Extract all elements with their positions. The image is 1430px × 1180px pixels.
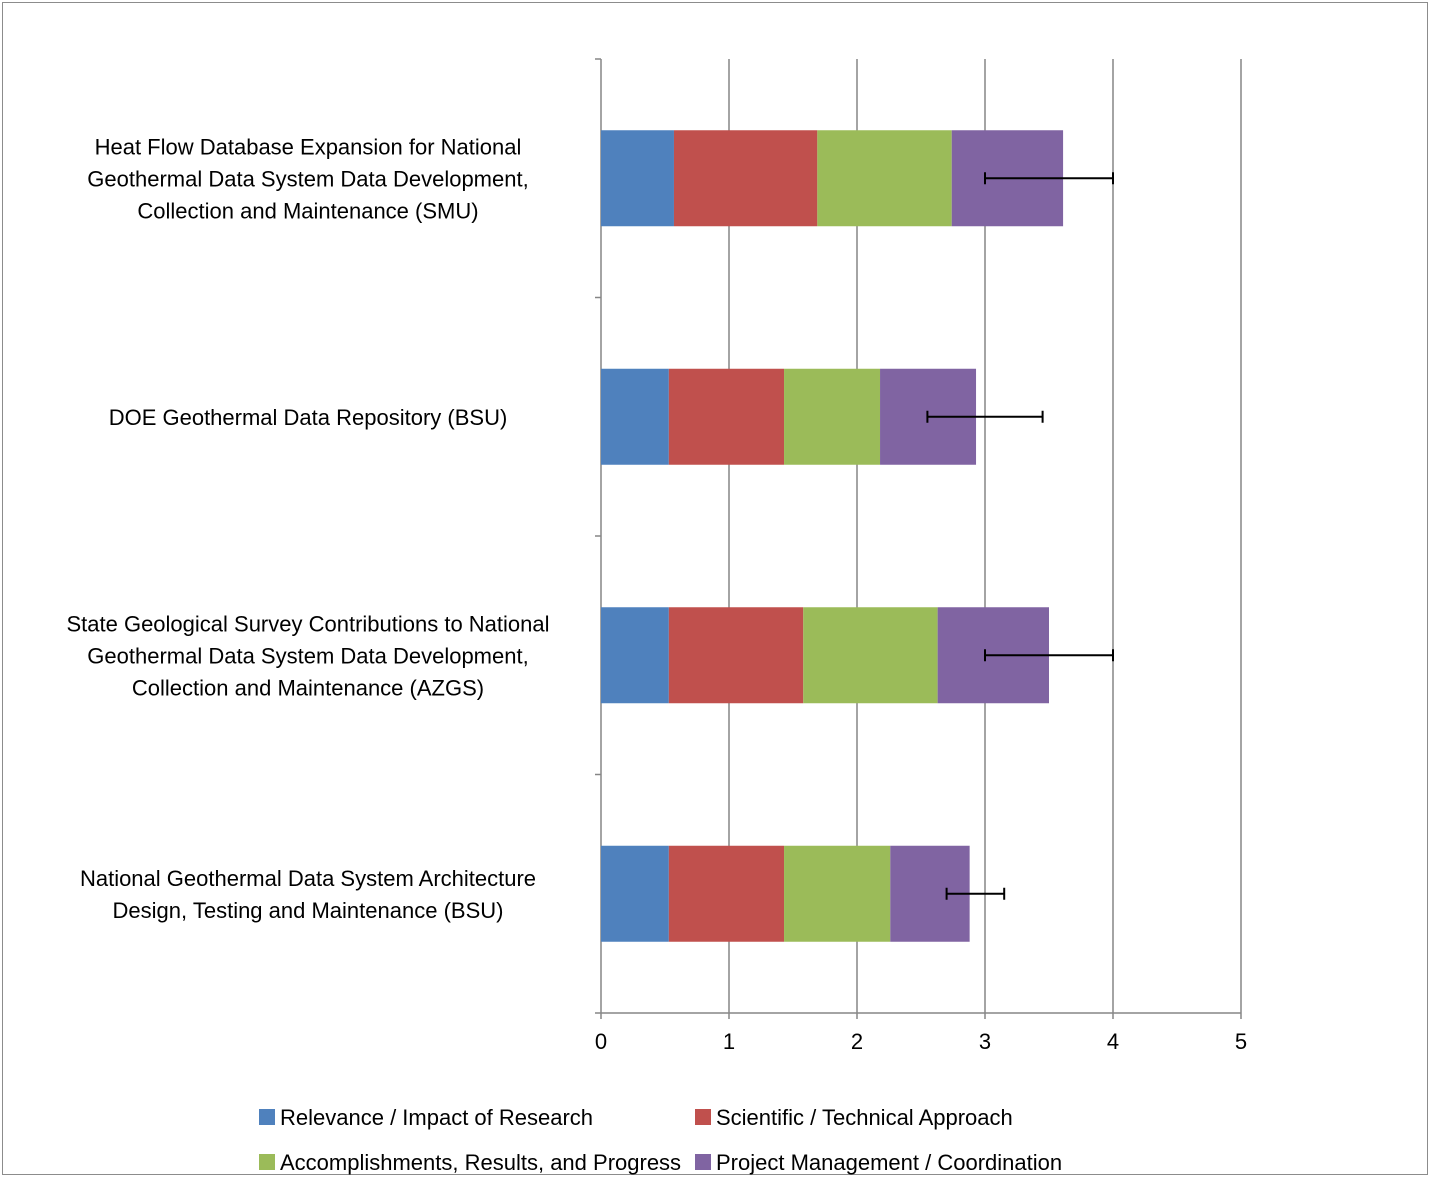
category-label-0-line-0: Heat Flow Database Expansion for Nationa… [95, 134, 522, 159]
legend-swatch-0 [259, 1109, 275, 1125]
category-label-1-line-0: DOE Geothermal Data Repository (BSU) [109, 405, 508, 430]
legend-label-1: Scientific / Technical Approach [716, 1105, 1013, 1130]
x-tick-label-5: 5 [1235, 1029, 1247, 1054]
category-label-0-line-2: Collection and Maintenance (SMU) [137, 198, 478, 223]
bar-cat1-series2 [784, 368, 881, 465]
legend-swatch-2 [259, 1154, 275, 1170]
bar-cat2-series0 [601, 607, 669, 704]
x-tick-label-4: 4 [1107, 1029, 1119, 1054]
category-label-2-line-2: Collection and Maintenance (AZGS) [132, 675, 484, 700]
legend-swatch-3 [695, 1154, 711, 1170]
bar-cat3-series1 [668, 845, 785, 942]
legend-label-3: Project Management / Coordination [716, 1150, 1062, 1175]
category-label-3-line-1: Design, Testing and Maintenance (BSU) [113, 898, 504, 923]
bar-cat3-series2 [784, 845, 891, 942]
legend-label-2: Accomplishments, Results, and Progress [280, 1150, 681, 1175]
legend-label-0: Relevance / Impact of Research [280, 1105, 593, 1130]
category-label-3-line-0: National Geothermal Data System Architec… [80, 866, 536, 891]
category-label-2-line-1: Geothermal Data System Data Development, [87, 643, 528, 668]
legend-swatch-1 [695, 1109, 711, 1125]
x-tick-label-2: 2 [851, 1029, 863, 1054]
bar-cat0-series2 [817, 130, 952, 227]
x-tick-label-0: 0 [595, 1029, 607, 1054]
bar-cat3-series0 [601, 845, 669, 942]
bar-cat0-series0 [601, 130, 674, 227]
stacked-bar-chart: 0 1 2 3 4 5 Heat Flow Database Expansion for N… [66, 58, 1247, 1175]
bar-cat1-series0 [601, 368, 669, 465]
bar-cat1-series1 [668, 368, 785, 465]
category-label-0-line-1: Geothermal Data System Data Development, [87, 166, 528, 191]
x-tick-label-1: 1 [723, 1029, 735, 1054]
x-tick-label-3: 3 [979, 1029, 991, 1054]
bar-cat2-series2 [803, 607, 938, 704]
category-label-2-line-0: State Geological Survey Contributions to… [66, 611, 549, 636]
bar-cat0-series1 [673, 130, 818, 227]
bar-cat2-series1 [668, 607, 804, 704]
